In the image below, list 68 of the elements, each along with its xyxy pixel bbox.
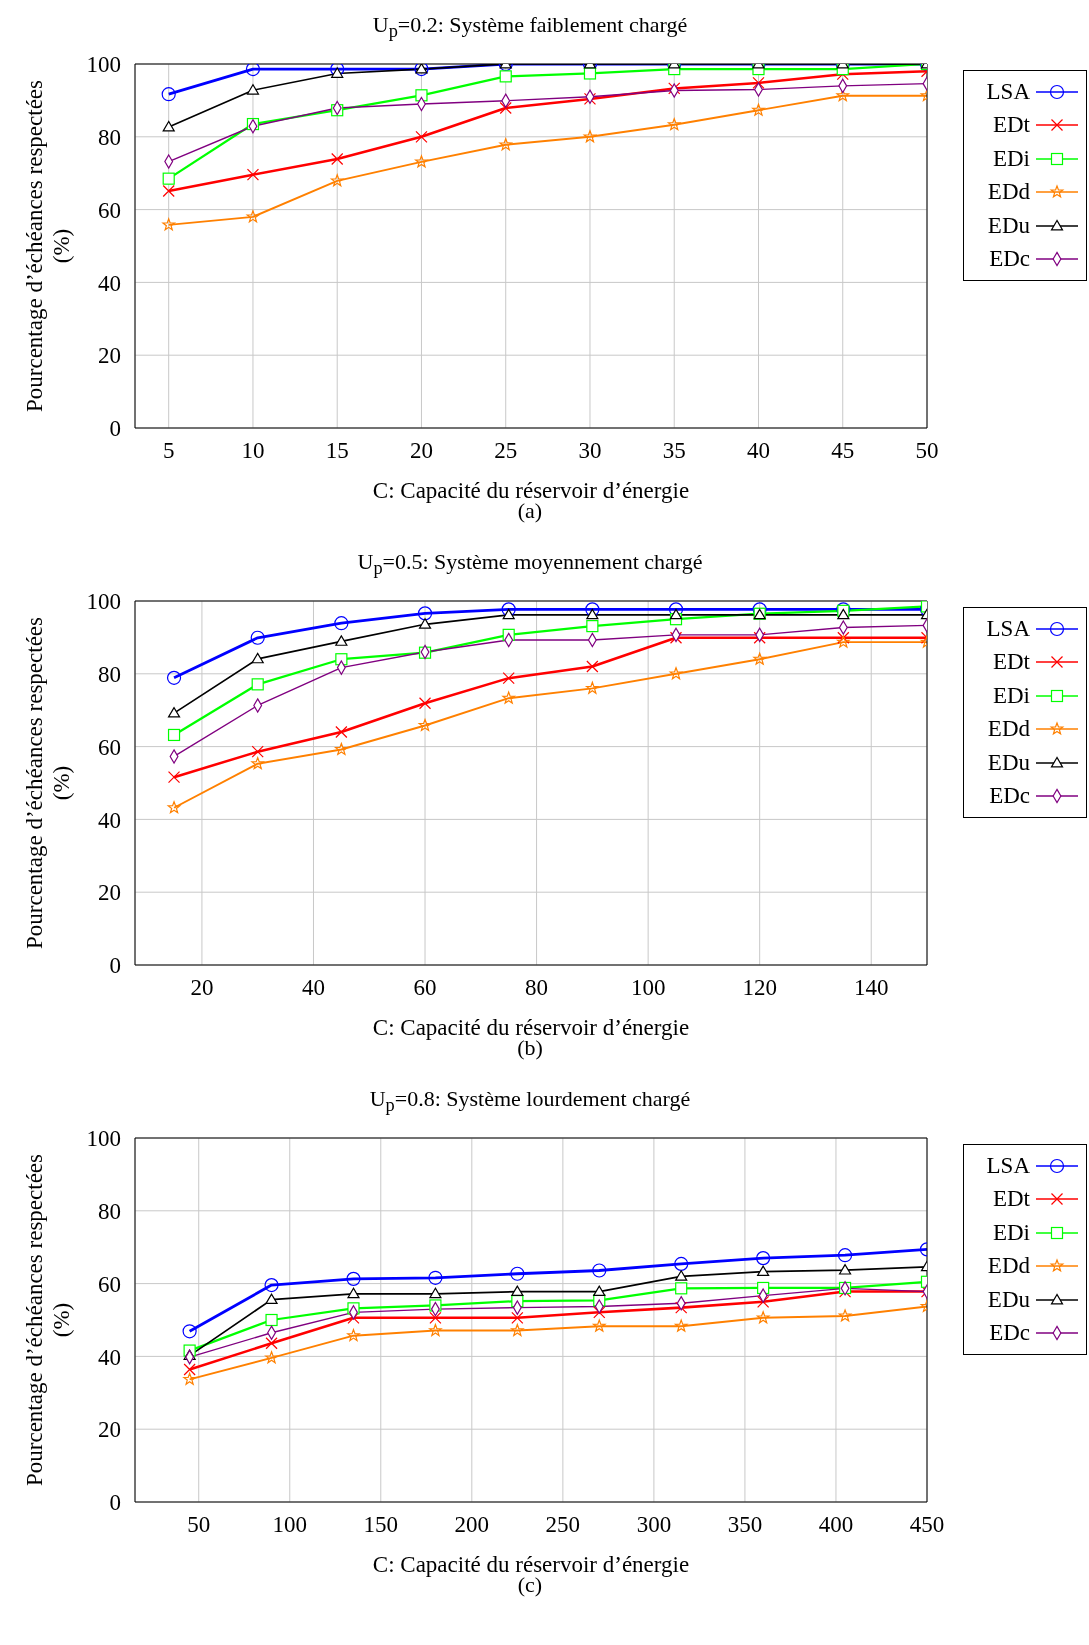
x-tick-label: 450: [909, 1512, 945, 1538]
chart-title: U$_{p}$=0.2: Système faiblement chargé: [371, 12, 689, 43]
y-tick-label: 60: [98, 197, 121, 223]
x-tick-label: 300: [636, 1512, 672, 1538]
legend-label: EDu: [986, 1286, 1030, 1313]
legend-label: EDc: [988, 1320, 1030, 1347]
y-tick-label: 0: [109, 416, 121, 442]
legend-label: LSA: [985, 615, 1030, 642]
legend-label: EDt: [991, 649, 1030, 676]
x-tick-label: 45: [831, 438, 855, 464]
x-tick-label: 100: [272, 1512, 308, 1538]
x-tick-label: 50: [187, 1512, 211, 1538]
x-tick-label: 350: [727, 1512, 763, 1538]
y-axis-title: Pourcentage d’échéances respectées (%): [22, 616, 74, 950]
x-tick-label: 150: [363, 1512, 399, 1538]
legend-label: EDd: [986, 1253, 1030, 1280]
legend-label: EDc: [988, 783, 1030, 810]
y-tick-label: 100: [86, 589, 121, 615]
legend-label: EDi: [991, 1219, 1030, 1246]
x-tick-label: 60: [413, 975, 437, 1001]
y-tick-label: 60: [98, 1271, 121, 1297]
y-tick-label: 80: [98, 1198, 121, 1224]
x-tick-label: 20: [409, 438, 433, 464]
x-tick-label: 50: [915, 438, 939, 464]
x-tick-label: 35: [662, 438, 686, 464]
y-tick-label: 80: [98, 661, 121, 687]
y-tick-label: 20: [98, 343, 121, 369]
x-tick-label: 20: [190, 975, 214, 1001]
legend-label: EDt: [991, 1186, 1030, 1213]
legend-label: EDd: [986, 179, 1030, 206]
legend-label: LSA: [985, 78, 1030, 105]
x-tick-label: 200: [454, 1512, 490, 1538]
y-axis-title: Pourcentage d’échéances respectées (%): [22, 79, 74, 413]
legend-label: EDi: [991, 145, 1030, 172]
y-tick-label: 80: [98, 124, 121, 150]
y-tick-label: 40: [98, 1344, 121, 1370]
y-tick-label: 20: [98, 880, 121, 906]
legend-label: LSA: [985, 1152, 1030, 1179]
x-tick-label: 15: [325, 438, 349, 464]
x-tick-label: 120: [742, 975, 777, 1001]
x-tick-label: 100: [630, 975, 666, 1001]
x-tick-label: 40: [301, 975, 325, 1001]
chart-title: U$_{p}$=0.8: Système lourdement chargé: [368, 1086, 692, 1117]
legend-label: EDt: [991, 112, 1030, 139]
y-tick-label: 100: [86, 1126, 121, 1152]
y-tick-label: 20: [98, 1417, 121, 1443]
y-axis-title: Pourcentage d’échéances respectées (%): [22, 1153, 74, 1487]
x-tick-label: 400: [818, 1512, 854, 1538]
x-tick-label: 80: [525, 975, 549, 1001]
legend-label: EDu: [986, 212, 1030, 239]
y-tick-label: 60: [98, 734, 121, 760]
y-tick-label: 0: [109, 953, 121, 979]
x-tick-label: 140: [853, 975, 889, 1001]
x-tick-label: 5: [162, 438, 175, 464]
x-tick-label: 30: [578, 438, 602, 464]
x-tick-label: 250: [545, 1512, 581, 1538]
x-tick-label: 25: [494, 438, 518, 464]
legend-label: EDi: [991, 682, 1030, 709]
y-tick-label: 0: [109, 1490, 121, 1516]
y-tick-label: 100: [86, 52, 121, 78]
legend-label: EDu: [986, 749, 1030, 776]
chart-title: U$_{p}$=0.5: Système moyennement chargé: [356, 549, 704, 580]
y-tick-label: 40: [98, 270, 121, 296]
x-tick-label: 40: [746, 438, 770, 464]
legend-label: EDd: [986, 716, 1030, 743]
y-tick-label: 40: [98, 807, 121, 833]
legend-label: EDc: [988, 246, 1030, 273]
x-tick-label: 10: [241, 438, 265, 464]
